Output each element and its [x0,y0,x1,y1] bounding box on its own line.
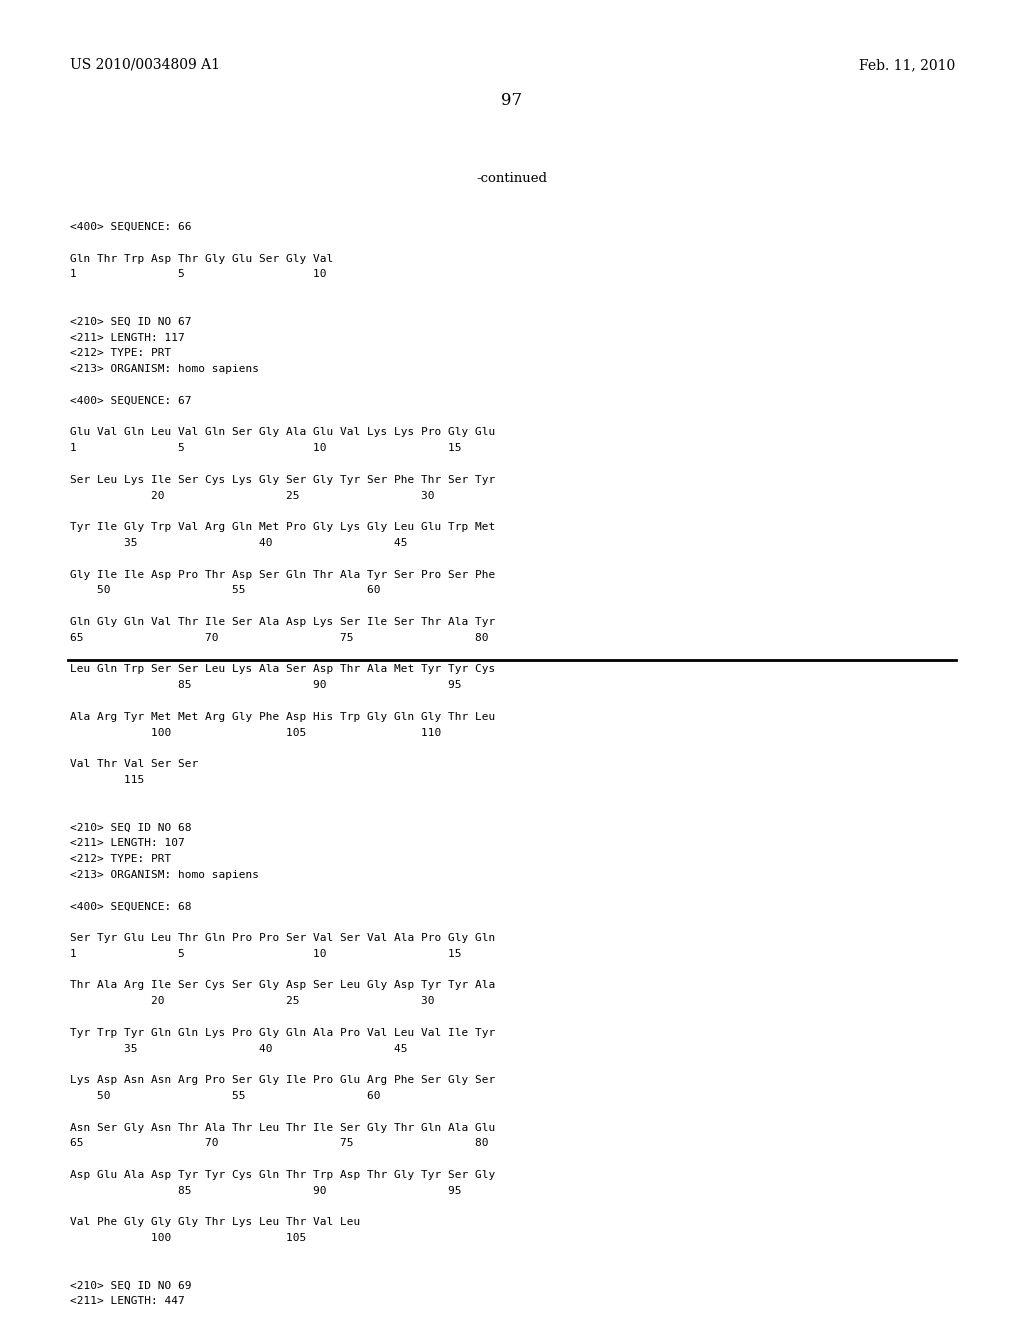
Text: 50                  55                  60: 50 55 60 [70,585,381,595]
Text: Lys Asp Asn Asn Arg Pro Ser Gly Ile Pro Glu Arg Phe Ser Gly Ser: Lys Asp Asn Asn Arg Pro Ser Gly Ile Pro … [70,1076,496,1085]
Text: Ala Arg Tyr Met Met Arg Gly Phe Asp His Trp Gly Gln Gly Thr Leu: Ala Arg Tyr Met Met Arg Gly Phe Asp His … [70,711,496,722]
Text: 20                  25                  30: 20 25 30 [70,997,434,1006]
Text: <212> TYPE: PRT: <212> TYPE: PRT [70,348,171,359]
Text: Asp Glu Ala Asp Tyr Tyr Cys Gln Thr Trp Asp Thr Gly Tyr Ser Gly: Asp Glu Ala Asp Tyr Tyr Cys Gln Thr Trp … [70,1170,496,1180]
Text: <211> LENGTH: 447: <211> LENGTH: 447 [70,1296,184,1307]
Text: Glu Val Gln Leu Val Gln Ser Gly Ala Glu Val Lys Lys Pro Gly Glu: Glu Val Gln Leu Val Gln Ser Gly Ala Glu … [70,428,496,437]
Text: Val Thr Val Ser Ser: Val Thr Val Ser Ser [70,759,199,770]
Text: 35                  40                  45: 35 40 45 [70,1044,408,1053]
Text: Leu Gln Trp Ser Ser Leu Lys Ala Ser Asp Thr Ala Met Tyr Tyr Cys: Leu Gln Trp Ser Ser Leu Lys Ala Ser Asp … [70,664,496,675]
Text: 1               5                   10                  15: 1 5 10 15 [70,949,462,958]
Text: <211> LENGTH: 107: <211> LENGTH: 107 [70,838,184,849]
Text: 20                  25                  30: 20 25 30 [70,491,434,500]
Text: Gln Thr Trp Asp Thr Gly Glu Ser Gly Val: Gln Thr Trp Asp Thr Gly Glu Ser Gly Val [70,253,333,264]
Text: Tyr Trp Tyr Gln Gln Lys Pro Gly Gln Ala Pro Val Leu Val Ile Tyr: Tyr Trp Tyr Gln Gln Lys Pro Gly Gln Ala … [70,1028,496,1038]
Text: 100                 105: 100 105 [70,1233,306,1243]
Text: 100                 105                 110: 100 105 110 [70,727,441,738]
Text: 85                  90                  95: 85 90 95 [70,680,462,690]
Text: 1               5                   10: 1 5 10 [70,269,327,280]
Text: US 2010/0034809 A1: US 2010/0034809 A1 [70,58,220,73]
Text: <400> SEQUENCE: 68: <400> SEQUENCE: 68 [70,902,191,911]
Text: 65                  70                  75                  80: 65 70 75 80 [70,1138,488,1148]
Text: -continued: -continued [476,172,548,185]
Text: Ser Tyr Glu Leu Thr Gln Pro Pro Ser Val Ser Val Ala Pro Gly Gln: Ser Tyr Glu Leu Thr Gln Pro Pro Ser Val … [70,933,496,942]
Text: Ser Leu Lys Ile Ser Cys Lys Gly Ser Gly Tyr Ser Phe Thr Ser Tyr: Ser Leu Lys Ile Ser Cys Lys Gly Ser Gly … [70,475,496,484]
Text: 65                  70                  75                  80: 65 70 75 80 [70,632,488,643]
Text: 97: 97 [502,92,522,110]
Text: <211> LENGTH: 117: <211> LENGTH: 117 [70,333,184,343]
Text: Thr Ala Arg Ile Ser Cys Ser Gly Asp Ser Leu Gly Asp Tyr Tyr Ala: Thr Ala Arg Ile Ser Cys Ser Gly Asp Ser … [70,981,496,990]
Text: 115: 115 [70,775,144,785]
Text: Feb. 11, 2010: Feb. 11, 2010 [859,58,955,73]
Text: Asn Ser Gly Asn Thr Ala Thr Leu Thr Ile Ser Gly Thr Gln Ala Glu: Asn Ser Gly Asn Thr Ala Thr Leu Thr Ile … [70,1122,496,1133]
Text: <210> SEQ ID NO 67: <210> SEQ ID NO 67 [70,317,191,327]
Text: <400> SEQUENCE: 67: <400> SEQUENCE: 67 [70,396,191,405]
Text: Gln Gly Gln Val Thr Ile Ser Ala Asp Lys Ser Ile Ser Thr Ala Tyr: Gln Gly Gln Val Thr Ile Ser Ala Asp Lys … [70,616,496,627]
Text: <400> SEQUENCE: 66: <400> SEQUENCE: 66 [70,222,191,232]
Text: Val Phe Gly Gly Gly Thr Lys Leu Thr Val Leu: Val Phe Gly Gly Gly Thr Lys Leu Thr Val … [70,1217,360,1228]
Text: 1               5                   10                  15: 1 5 10 15 [70,444,462,453]
Text: <213> ORGANISM: homo sapiens: <213> ORGANISM: homo sapiens [70,870,259,880]
Text: Tyr Ile Gly Trp Val Arg Gln Met Pro Gly Lys Gly Leu Glu Trp Met: Tyr Ile Gly Trp Val Arg Gln Met Pro Gly … [70,523,496,532]
Text: <213> ORGANISM: homo sapiens: <213> ORGANISM: homo sapiens [70,364,259,374]
Text: <210> SEQ ID NO 69: <210> SEQ ID NO 69 [70,1280,191,1291]
Text: 50                  55                  60: 50 55 60 [70,1092,381,1101]
Text: <212> TYPE: PRT: <212> TYPE: PRT [70,854,171,865]
Text: 35                  40                  45: 35 40 45 [70,539,408,548]
Text: <210> SEQ ID NO 68: <210> SEQ ID NO 68 [70,822,191,833]
Text: Gly Ile Ile Asp Pro Thr Asp Ser Gln Thr Ala Tyr Ser Pro Ser Phe: Gly Ile Ile Asp Pro Thr Asp Ser Gln Thr … [70,570,496,579]
Text: 85                  90                  95: 85 90 95 [70,1185,462,1196]
